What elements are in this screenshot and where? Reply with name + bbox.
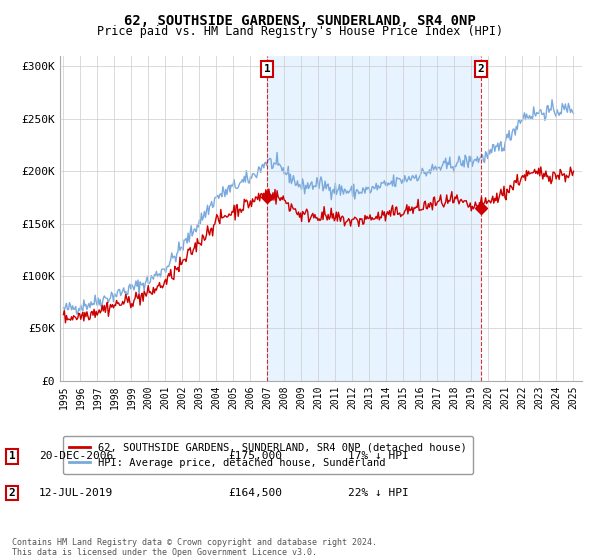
Text: 20-DEC-2006: 20-DEC-2006 xyxy=(39,451,113,461)
Text: £164,500: £164,500 xyxy=(228,488,282,498)
Text: 17% ↓ HPI: 17% ↓ HPI xyxy=(348,451,409,461)
Text: 1: 1 xyxy=(263,64,271,74)
Text: Price paid vs. HM Land Registry's House Price Index (HPI): Price paid vs. HM Land Registry's House … xyxy=(97,25,503,38)
Text: £175,000: £175,000 xyxy=(228,451,282,461)
Text: 1: 1 xyxy=(8,451,16,461)
Bar xyxy=(267,56,481,381)
Text: 2: 2 xyxy=(477,64,484,74)
Text: Contains HM Land Registry data © Crown copyright and database right 2024.
This d: Contains HM Land Registry data © Crown c… xyxy=(12,538,377,557)
Text: 12-JUL-2019: 12-JUL-2019 xyxy=(39,488,113,498)
Text: 2: 2 xyxy=(8,488,16,498)
Text: 62, SOUTHSIDE GARDENS, SUNDERLAND, SR4 0NP: 62, SOUTHSIDE GARDENS, SUNDERLAND, SR4 0… xyxy=(124,14,476,28)
Legend: 62, SOUTHSIDE GARDENS, SUNDERLAND, SR4 0NP (detached house), HPI: Average price,: 62, SOUTHSIDE GARDENS, SUNDERLAND, SR4 0… xyxy=(62,436,473,474)
Text: 22% ↓ HPI: 22% ↓ HPI xyxy=(348,488,409,498)
